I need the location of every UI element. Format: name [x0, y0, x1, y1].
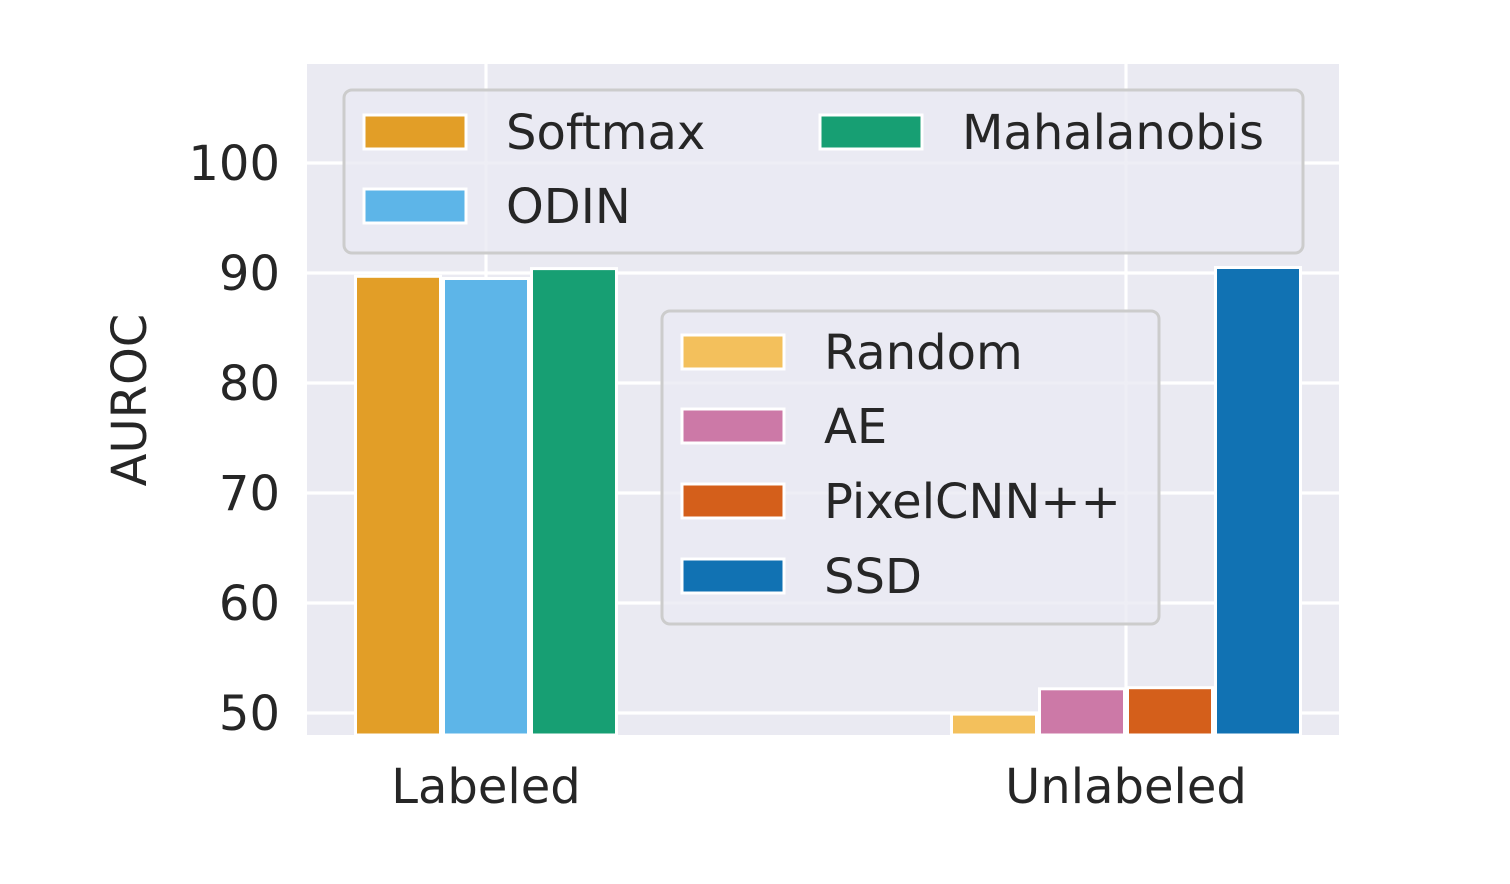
y-tick-label: 70	[219, 466, 280, 522]
legend-swatch	[680, 333, 786, 371]
bar-pixelcnn-	[1126, 686, 1214, 737]
y-tick-label: 50	[219, 686, 280, 742]
y-tick-label: 80	[219, 356, 280, 412]
legend-swatch	[680, 557, 786, 595]
bar-ae	[1038, 687, 1126, 737]
legend-swatch	[818, 113, 924, 151]
y-tick-label: 60	[219, 576, 280, 632]
legend-swatch	[680, 482, 786, 520]
y-tick-labels: 50 60 70 80 90 100	[188, 136, 280, 742]
legend-label: ODIN	[506, 179, 631, 235]
legend-swatch	[680, 407, 786, 445]
y-tick-label: 100	[188, 136, 280, 192]
bars	[354, 266, 1302, 737]
bar-softmax	[354, 274, 442, 737]
legend-swatch	[362, 113, 468, 151]
legend-box	[660, 309, 1161, 626]
legend-label: SSD	[824, 549, 922, 605]
x-tick-labels: Labeled Unlabeled	[391, 759, 1247, 815]
x-tick-label: Unlabeled	[1005, 759, 1247, 815]
x-tick-label: Labeled	[391, 759, 581, 815]
y-tick-label: 90	[219, 246, 280, 302]
bar-ssd	[1214, 266, 1302, 737]
legend-label: Softmax	[506, 105, 705, 161]
legend-lower: Random AE PixelCNN++ SSD	[660, 309, 1161, 626]
legend-box	[342, 88, 1305, 255]
y-axis-label: AUROC	[102, 314, 158, 487]
legend-upper: Softmax Mahalanobis ODIN	[342, 88, 1305, 255]
bar-odin	[442, 277, 530, 737]
legend-label: Random	[824, 325, 1023, 381]
bar-mahalanobis	[530, 267, 618, 737]
legend-label: PixelCNN++	[824, 474, 1121, 530]
legend-label: Mahalanobis	[962, 105, 1264, 161]
legend-label: AE	[824, 399, 887, 455]
legend-swatch	[362, 187, 468, 225]
bar-random	[950, 712, 1038, 737]
